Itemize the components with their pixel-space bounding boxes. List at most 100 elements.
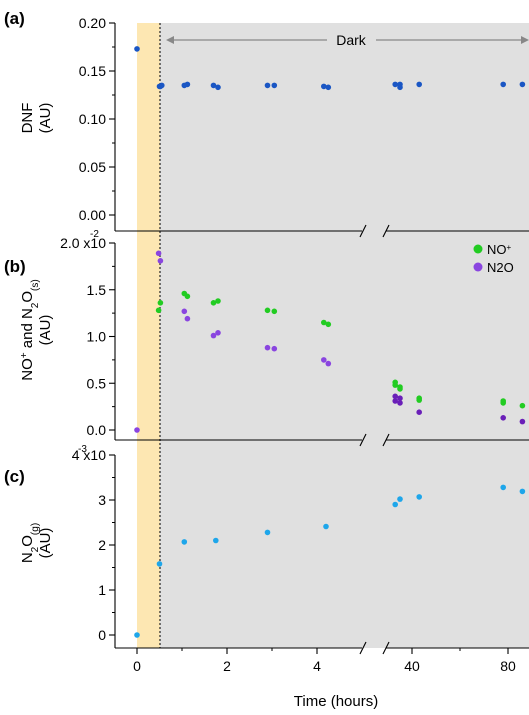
data-point <box>416 81 423 88</box>
legend-marker-no-plus <box>473 244 483 254</box>
data-point <box>184 315 191 322</box>
x-axis-c-break-right <box>382 641 390 655</box>
data-point <box>500 81 507 88</box>
data-point <box>500 415 507 421</box>
y-axis-label-a-line1: DNF <box>19 103 36 134</box>
y-tick-label-1-1: 0.5 <box>87 375 107 391</box>
y-tick-label-0-0: 0.00 <box>79 207 106 223</box>
data-point <box>271 308 278 315</box>
legend-marker-n2o <box>473 262 483 272</box>
data-point <box>181 539 188 545</box>
data-point <box>181 308 188 315</box>
data-point <box>264 307 271 314</box>
data-point <box>155 307 162 314</box>
data-point <box>210 300 217 306</box>
svg-text:(AU): (AU) <box>37 528 54 559</box>
data-point <box>325 360 332 367</box>
data-point <box>392 398 399 404</box>
data-point <box>519 402 526 409</box>
x-tick-label-3: 40 <box>404 658 420 674</box>
data-point <box>323 523 329 530</box>
data-point <box>325 321 332 328</box>
data-point <box>264 529 271 536</box>
data-point <box>392 501 399 508</box>
data-point <box>215 298 221 304</box>
data-point <box>519 81 526 88</box>
legend: NO+ N2O <box>473 242 514 275</box>
data-point <box>157 258 164 264</box>
data-point <box>397 400 403 406</box>
data-point <box>264 344 271 351</box>
data-point <box>264 82 271 89</box>
y-tick-label-1-4: 2.0 x10 <box>60 235 106 251</box>
data-point <box>157 300 164 306</box>
data-point <box>321 357 327 363</box>
data-point <box>215 330 221 336</box>
y-tick-label-0-2: 0.10 <box>79 111 106 127</box>
data-point <box>271 345 278 352</box>
background-shading <box>137 23 529 648</box>
light-period-shading <box>137 23 160 648</box>
x-tick-label-4: 80 <box>500 658 516 674</box>
data-point <box>210 332 217 339</box>
y-tick-label-2-0: 0 <box>98 627 106 643</box>
y-tick-label-0-1: 0.05 <box>79 159 106 175</box>
y-tick-label-2-4: 4 x10 <box>72 447 106 463</box>
dark-arrowhead-left <box>166 36 174 44</box>
y-axis-label-a: DNF (AU) <box>19 103 54 134</box>
y-tick-label-0-4: 0.20 <box>79 15 106 31</box>
dark-period-shading <box>160 23 529 648</box>
y-tick-label-2-2: 2 <box>98 537 106 553</box>
data-point <box>500 484 507 491</box>
data-point <box>134 632 140 638</box>
exponent-c: -3 <box>78 444 87 455</box>
data-point <box>519 418 526 425</box>
y-tick-label-1-3: 1.5 <box>87 282 107 298</box>
data-point <box>210 82 217 89</box>
axes: 0.00 0.05 0.10 0.15 0.20 0.0 0.5 1.0 1.5 2.0 x10 0… <box>60 15 529 674</box>
data-point <box>321 319 327 326</box>
x-tick-label-1: 2 <box>223 658 231 674</box>
data-point <box>397 395 403 402</box>
data-point <box>134 427 140 433</box>
data-point <box>392 81 399 88</box>
x-axis-a-break-left <box>359 224 367 238</box>
dark-annotation: Dark <box>336 32 367 48</box>
data-point <box>184 293 191 300</box>
data-point <box>397 84 403 91</box>
y-axis-label-b: NO+ and N2O(s) (AU) <box>19 279 55 380</box>
data-point <box>156 561 163 567</box>
x-axis-label: Time (hours) <box>294 693 378 710</box>
y-tick-label-1-2: 1.0 <box>87 329 107 345</box>
x-axis-a-break-right <box>382 224 390 238</box>
x-axis-b-break-right <box>382 433 390 447</box>
x-axis-c-break-left <box>359 641 367 655</box>
data-point <box>325 84 332 91</box>
data-point <box>213 537 219 544</box>
panel-label-b: (b) <box>4 257 26 276</box>
data-point <box>134 46 140 52</box>
x-axis-b-break-left <box>359 433 367 447</box>
data-point <box>519 488 526 495</box>
data-point <box>397 386 403 392</box>
legend-label-no-plus: NO+ <box>487 242 512 257</box>
data-point <box>416 397 423 403</box>
panel-label-c: (c) <box>4 467 25 486</box>
exponent-b: -2 <box>90 229 99 240</box>
data-point <box>392 382 399 388</box>
data-point <box>416 494 423 500</box>
x-tick-label-2: 4 <box>313 658 321 674</box>
data-point <box>215 84 221 91</box>
data-point <box>500 400 507 406</box>
panel-label-a: (a) <box>4 9 25 28</box>
data-point <box>271 82 278 89</box>
y-axis-label-c: N2O(g) (AU) <box>19 523 54 563</box>
svg-text:(AU): (AU) <box>37 315 54 346</box>
dark-arrowhead-right <box>521 36 529 44</box>
y-tick-label-2-1: 1 <box>98 582 106 598</box>
data-point <box>155 250 162 257</box>
data-point <box>321 83 327 90</box>
y-tick-label-2-3: 3 <box>98 492 106 508</box>
y-tick-label-1-0: 0.0 <box>87 422 107 438</box>
